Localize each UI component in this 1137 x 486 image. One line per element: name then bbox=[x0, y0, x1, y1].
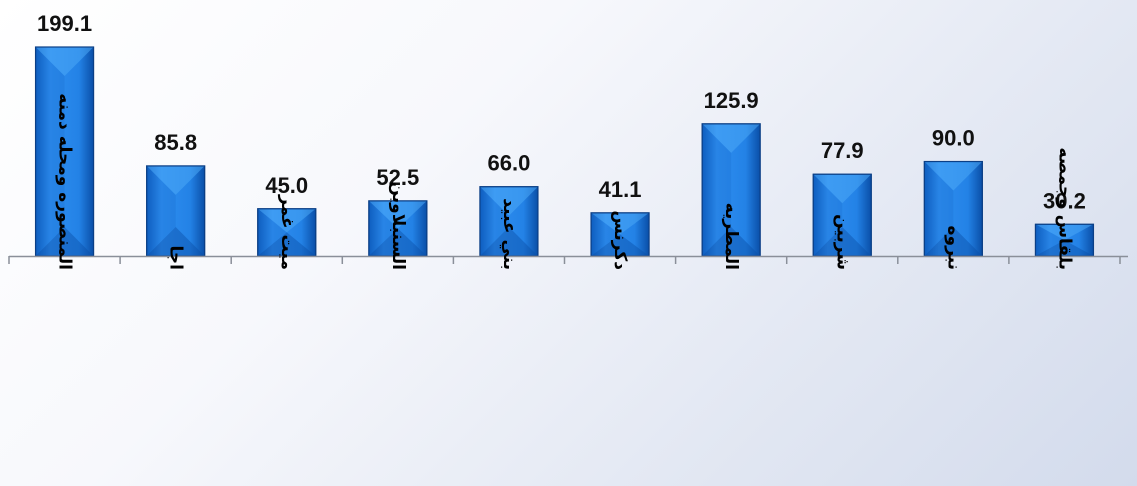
bar bbox=[1034, 223, 1095, 257]
bar bbox=[34, 46, 95, 257]
bar bbox=[590, 212, 650, 257]
category-label: نبروه bbox=[943, 225, 963, 270]
category-label: ميت غمر bbox=[277, 194, 297, 270]
x-axis bbox=[8, 255, 1128, 264]
value-label: 199.1 bbox=[37, 11, 92, 36]
category-label: دكرنس bbox=[610, 210, 630, 270]
bar bbox=[368, 200, 428, 257]
value-label: 30.2 bbox=[1043, 188, 1086, 213]
category-label: المطريه bbox=[721, 203, 741, 270]
value-label: 85.8 bbox=[154, 130, 197, 155]
category-label: بني عبيد bbox=[499, 198, 519, 270]
bar bbox=[479, 186, 539, 257]
value-label: 90.0 bbox=[932, 126, 975, 151]
category-label: اجا bbox=[166, 246, 186, 270]
bar bbox=[701, 123, 761, 257]
category-label: شربين bbox=[832, 214, 852, 270]
category-label: السنبلاوين bbox=[388, 181, 408, 270]
bar bbox=[923, 160, 983, 257]
value-label: 125.9 bbox=[704, 88, 759, 113]
value-label: 52.5 bbox=[376, 165, 419, 190]
bar bbox=[146, 165, 206, 257]
value-label: 41.1 bbox=[599, 177, 642, 202]
value-label: 66.0 bbox=[488, 151, 531, 176]
category-label: بلقاس وجمصه bbox=[1054, 147, 1074, 270]
value-label: 77.9 bbox=[821, 138, 864, 163]
value-label: 45.0 bbox=[265, 173, 308, 198]
category-label: المنصوره ومحله دمنه bbox=[55, 93, 75, 270]
value-labels: 199.1 85.8 45.0 52.5 66.0 41.1 125.9 77.9 90.0 30… bbox=[37, 11, 1086, 213]
bar bbox=[812, 173, 872, 257]
category-labels: المنصوره ومحله دمنه اجا ميت غمر السنبلاوين ب… bbox=[55, 93, 1075, 270]
